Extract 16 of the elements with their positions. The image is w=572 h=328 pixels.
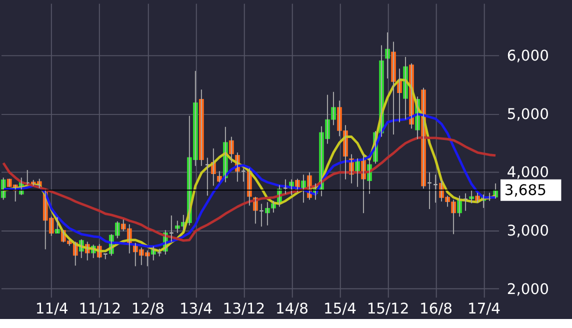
x-tick-label: 13/12 — [222, 300, 266, 318]
y-tick-label: 4,000 — [506, 164, 549, 182]
x-tick-label: 16/8 — [420, 300, 453, 318]
y-tick-label: 2,000 — [506, 280, 549, 298]
x-tick-label: 15/4 — [323, 300, 356, 318]
y-tick-label: 3,000 — [506, 222, 549, 240]
x-tick-label: 13/4 — [179, 300, 212, 318]
x-tick-label: 11/12 — [78, 300, 122, 318]
x-tick-label: 17/4 — [468, 300, 501, 318]
x-tick-label: 11/4 — [35, 300, 68, 318]
x-tick-label: 15/12 — [366, 300, 410, 318]
y-tick-label: 6,000 — [506, 48, 549, 65]
x-tick-label: 12/8 — [131, 300, 164, 318]
ref-line-label: 3,685 — [504, 182, 546, 200]
y-tick-label: 5,000 — [506, 106, 549, 123]
x-tick-label: 14/8 — [275, 300, 308, 318]
